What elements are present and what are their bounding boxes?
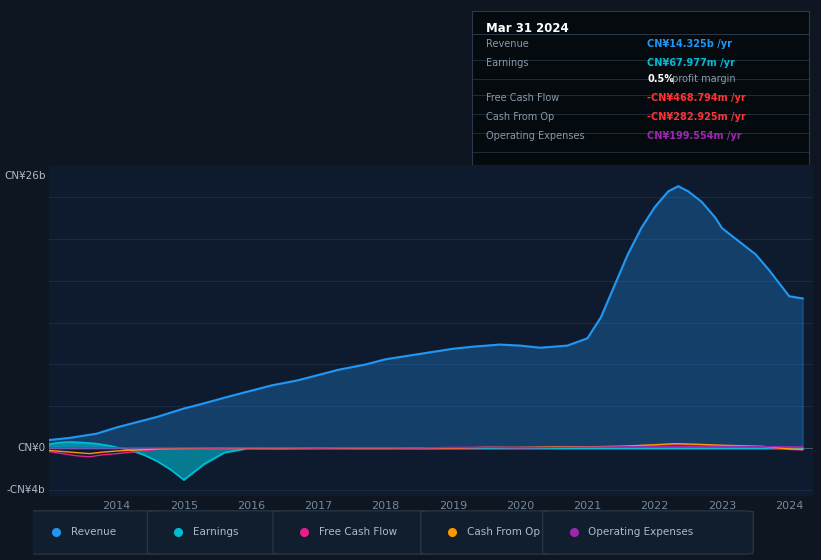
FancyBboxPatch shape xyxy=(25,511,163,554)
Text: Free Cash Flow: Free Cash Flow xyxy=(485,93,559,103)
Text: CN¥67.977m /yr: CN¥67.977m /yr xyxy=(647,58,735,68)
FancyBboxPatch shape xyxy=(543,511,754,554)
Text: CN¥26b: CN¥26b xyxy=(4,171,45,181)
Text: -CN¥468.794m /yr: -CN¥468.794m /yr xyxy=(647,93,745,103)
Text: profit margin: profit margin xyxy=(669,74,736,84)
Text: Revenue: Revenue xyxy=(485,39,528,49)
Text: 0.5%: 0.5% xyxy=(647,74,674,84)
Text: CN¥199.554m /yr: CN¥199.554m /yr xyxy=(647,132,741,142)
Text: Operating Expenses: Operating Expenses xyxy=(589,527,694,537)
Text: -CN¥4b: -CN¥4b xyxy=(7,486,45,496)
Text: CN¥0: CN¥0 xyxy=(17,444,45,454)
Text: Revenue: Revenue xyxy=(71,527,117,537)
Text: Operating Expenses: Operating Expenses xyxy=(485,132,585,142)
Text: Cash From Op: Cash From Op xyxy=(485,113,554,122)
Text: Earnings: Earnings xyxy=(485,58,528,68)
FancyBboxPatch shape xyxy=(421,511,557,554)
Text: CN¥14.325b /yr: CN¥14.325b /yr xyxy=(647,39,732,49)
FancyBboxPatch shape xyxy=(273,511,432,554)
FancyBboxPatch shape xyxy=(148,511,284,554)
Text: Earnings: Earnings xyxy=(193,527,239,537)
Text: Mar 31 2024: Mar 31 2024 xyxy=(485,22,568,35)
Text: -CN¥282.925m /yr: -CN¥282.925m /yr xyxy=(647,113,745,122)
Text: Free Cash Flow: Free Cash Flow xyxy=(319,527,397,537)
Text: Cash From Op: Cash From Op xyxy=(466,527,539,537)
